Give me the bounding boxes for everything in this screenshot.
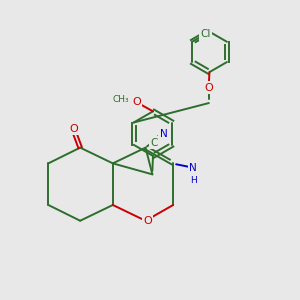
Text: CH₃: CH₃ [112,95,129,104]
Text: Cl: Cl [201,29,211,39]
Text: H: H [190,176,196,184]
Text: O: O [143,216,152,226]
Text: C: C [150,138,158,148]
Text: N: N [189,163,197,173]
Text: O: O [132,97,141,107]
Text: O: O [69,124,78,134]
Text: O: O [205,82,213,93]
Text: N: N [160,128,168,139]
